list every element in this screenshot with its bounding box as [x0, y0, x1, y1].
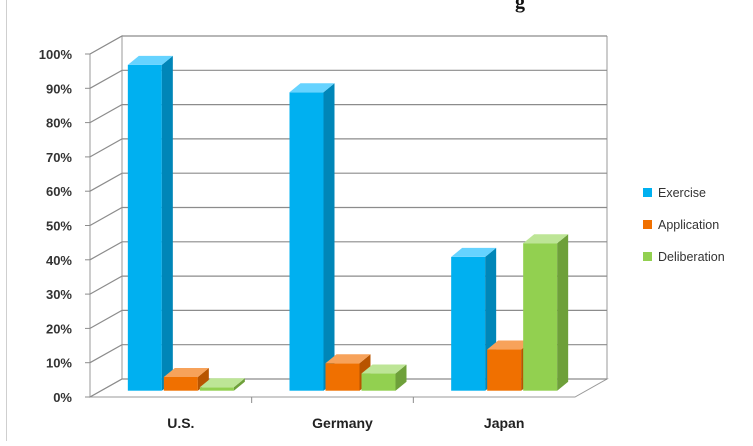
x-tick-label: Japan — [484, 415, 524, 431]
bar-top — [487, 340, 533, 350]
gridline — [89, 275, 607, 295]
y-axis-tick-labels: 0% 10% 20% 30% 40% 50% 60% 70% 80% 90% 100% — [39, 47, 90, 405]
legend-swatch — [643, 252, 652, 261]
bar-front — [361, 373, 396, 391]
y-tick-label: 70% — [46, 150, 72, 165]
legend-label: Exercise — [658, 186, 706, 200]
gridline — [89, 103, 607, 124]
y-tick-label: 50% — [46, 219, 72, 234]
gridline — [89, 138, 607, 158]
gridline — [89, 206, 607, 227]
gridline — [89, 309, 607, 329]
gridline — [89, 378, 607, 398]
gridline — [89, 69, 607, 89]
y-tick-label: 60% — [46, 184, 72, 199]
y-tick-label: 90% — [46, 81, 72, 96]
x-axis-tick-labels: U.S. Germany Japan — [167, 397, 524, 431]
y-tick-label: 30% — [46, 287, 72, 302]
gridline — [89, 344, 607, 364]
bar-top — [289, 83, 335, 93]
bar-front — [127, 64, 162, 391]
bar — [523, 234, 569, 391]
y-tick-label: 10% — [46, 356, 72, 371]
bar — [199, 378, 245, 391]
bar-front — [199, 387, 234, 391]
bar — [361, 364, 407, 391]
y-tick-label: 80% — [46, 116, 72, 131]
bar-top — [325, 354, 371, 364]
bar-top — [127, 55, 173, 65]
bar-top — [451, 247, 497, 257]
y-tick-label: 40% — [46, 253, 72, 268]
y-tick-label: 0% — [53, 390, 72, 405]
bar-front — [487, 349, 522, 391]
bar-top — [361, 364, 407, 374]
bar-top — [199, 378, 245, 388]
legend: Exercise Application Deliberation — [643, 186, 725, 264]
x-tick-label: Germany — [312, 415, 373, 431]
gridline — [89, 172, 607, 192]
bar-top — [163, 367, 209, 377]
bar-front — [451, 256, 486, 391]
legend-swatch — [643, 188, 652, 197]
chart-title-fragment: g — [515, 0, 525, 13]
y-tick-label: 100% — [39, 47, 73, 62]
bar-side — [233, 378, 245, 391]
legend-label: Deliberation — [658, 250, 725, 264]
bar — [163, 367, 209, 391]
x-tick-label: U.S. — [167, 415, 194, 431]
gridline — [89, 35, 607, 55]
bar-top — [523, 234, 569, 244]
bar — [289, 83, 335, 391]
legend-swatch — [643, 220, 652, 229]
bar-front — [289, 92, 324, 391]
bar-front — [163, 376, 198, 391]
bar-side — [557, 234, 569, 391]
left-border-line — [6, 0, 7, 441]
bar-front — [325, 363, 360, 391]
bar-side — [197, 367, 209, 391]
bar-side — [323, 83, 335, 391]
gridlines — [89, 35, 607, 398]
bar — [127, 55, 173, 391]
legend-label: Application — [658, 218, 719, 232]
bar-series — [127, 55, 569, 391]
bar-front — [523, 243, 558, 391]
bar-side — [395, 364, 407, 391]
bar-side — [161, 55, 173, 391]
y-tick-label: 20% — [46, 321, 72, 336]
gridline — [89, 241, 607, 261]
